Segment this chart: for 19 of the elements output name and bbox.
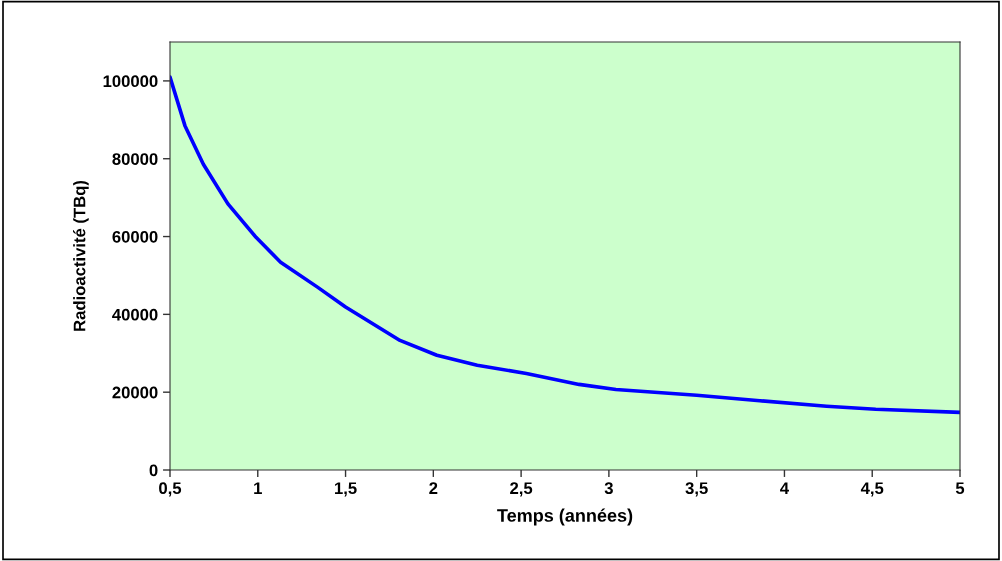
x-tick-label: 1,5 — [335, 482, 357, 497]
line-series — [170, 75, 960, 415]
x-tick-label: 4 — [780, 482, 789, 494]
y-tick-label: 100000 — [103, 75, 158, 88]
y-tick-label: 60000 — [112, 230, 158, 243]
x-tick-label: 2,5 — [510, 482, 533, 497]
y-tick-label: 40000 — [112, 308, 158, 321]
y-tick-label: 80000 — [112, 153, 158, 165]
x-tick-label: 4,5 — [860, 482, 884, 497]
x-tick-label: 0,5 — [159, 482, 182, 497]
x-tick-label: 5 — [955, 482, 965, 495]
x-tick-label: 3,5 — [685, 482, 708, 497]
x-tick-label: 3 — [604, 482, 613, 495]
y-tick-label: 0 — [149, 464, 158, 477]
x-axis-title: Temps (années) — [497, 508, 633, 526]
x-tick-label: 2 — [429, 482, 438, 494]
x-tick-label: 1 — [254, 482, 262, 494]
y-axis-title: Radioactivité (TBq) — [73, 180, 89, 331]
y-tick-label: 20000 — [112, 386, 158, 399]
